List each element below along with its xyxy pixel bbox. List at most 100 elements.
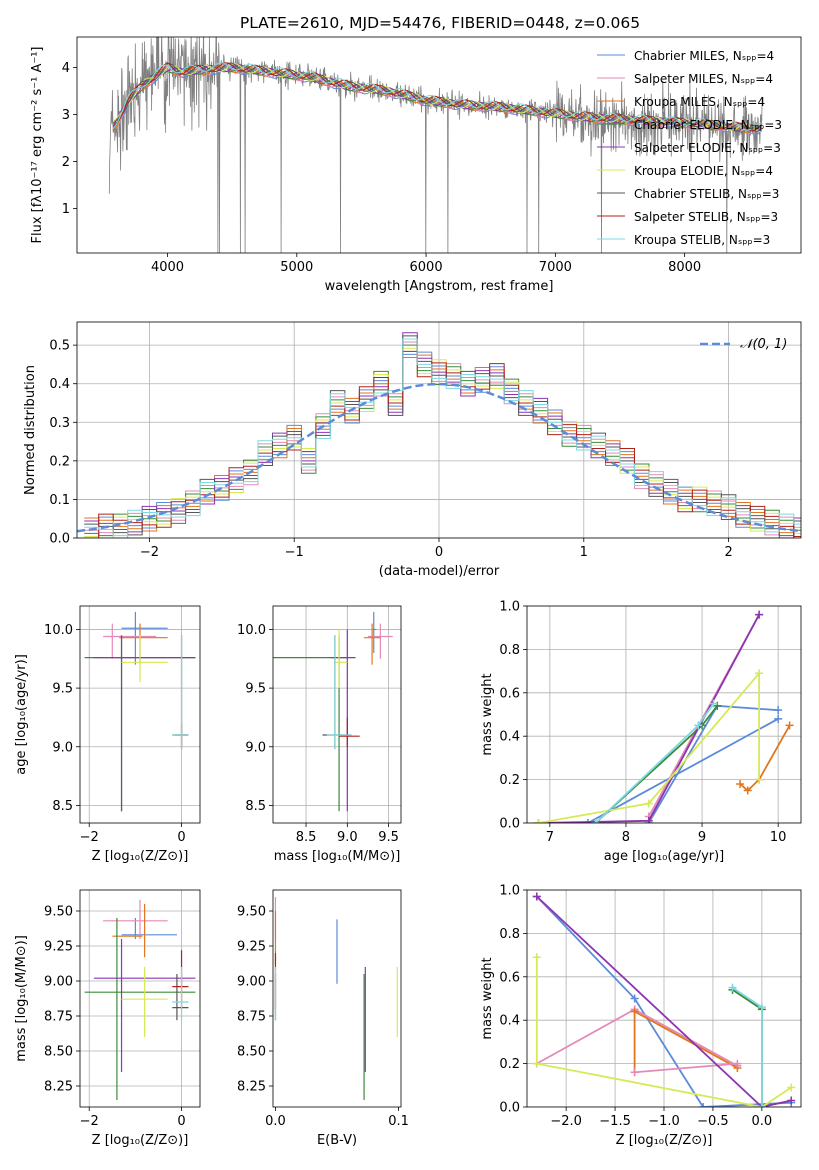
plot-area [80,606,200,823]
x-tick-label: 0.0 [752,1114,773,1129]
weight-marker-chabrier_miles [583,819,592,823]
x-tick-label: −2.0 [550,1114,582,1129]
x-axis-label: Z [log₁₀(Z/Z⊙)] [616,1133,713,1148]
model-spectrum-salpeter_stelib [112,62,762,132]
model-spectrum-kroupa_stelib [112,62,762,131]
legend-label: 𝒩(0, 1) [740,337,787,352]
y-tick-label: 9.25 [44,940,73,955]
weight-marker-salpeter_elodie [755,610,764,619]
y-tick-label: 8.25 [44,1080,73,1095]
y-tick-label: 8.75 [237,1010,266,1025]
x-axis-label: wavelength [Angstrom, rest frame] [325,279,554,294]
y-tick-label: 0.3 [49,416,70,431]
weight-marker-salpeter_miles [733,1059,742,1068]
plot-area [80,890,200,1107]
axes-frame [79,889,201,1108]
x-tick-label: 4000 [151,260,184,275]
legend-label: Salpeter MILES, Nₛₚₚ=4 [634,72,773,86]
y-axis-label: mass weight [480,957,495,1039]
chart-weight_vs_Z: −2.0 −1.5 −1.0 −0.5 0.0 0.0 0.2 0.4 0.6 0.8 1.0 Z [… [480,884,802,1148]
weight-marker-chabrier_miles [699,1103,708,1107]
x-tick-label: 2 [724,545,732,560]
y-tick-label: 0.1 [49,493,70,508]
axes-frame [76,321,802,539]
legend-label: Chabrier ELODIE, Nₛₚₚ=3 [634,118,782,132]
y-tick-label: 9.25 [237,940,266,955]
y-tick-label: 0.2 [499,1057,520,1072]
axes-frame [272,889,402,1108]
weight-marker-kroupa_elodie [755,775,764,784]
weight-line-kroupa_elodie [535,957,792,1107]
legend-label: Chabrier STELIB, Nₛₚₚ=3 [634,187,779,201]
weight-marker-kroupa_stelib [709,699,718,708]
weight-line-kroupa_miles [739,724,791,792]
x-tick-label: 5000 [280,260,313,275]
x-axis-label: Z [log₁₀(Z/Z⊙)] [92,849,189,864]
x-tick-label: 7000 [539,260,572,275]
weight-marker-kroupa_elodie [755,669,764,678]
axes-frame [76,36,802,254]
x-tick-label: 9.0 [337,830,358,845]
y-tick-label: 4 [62,61,70,76]
weight-marker-kroupa_stelib [694,721,703,730]
chart-age_vs_Z: −2 0 8.5 9.0 9.5 10.0 Z [log₁₀(Z/Z⊙)] age [log₁… [14,605,201,864]
weight-marker-kroupa_elodie [532,1059,541,1068]
x-axis-label: E(B-V) [317,1133,357,1148]
y-tick-label: 0.6 [499,686,520,701]
weight-marker-kroupa_miles [743,786,752,795]
x-tick-label: −1 [285,545,304,560]
weight-marker-chabrier_miles [774,706,783,715]
plot-area [108,37,763,253]
figure-title: PLATE=2610, MJD=54476, FIBERID=0448, z=0… [240,14,640,32]
y-tick-label: 9.00 [44,975,73,990]
plot-area [274,897,398,1100]
y-tick-label: 0.0 [499,1101,520,1116]
chart-residuals: −2 −1 0 1 2 0.0 0.1 0.2 0.3 0.4 0.5 (data-model)/er… [23,321,802,579]
y-tick-label: 3 [62,108,70,123]
chart-spectrum: 4000 5000 6000 7000 8000 1 2 3 4 wavelength [Angs… [30,36,802,294]
weight-line-salpeter_miles [536,1008,738,1067]
legend-label: Chabrier MILES, Nₛₚₚ=4 [634,49,774,63]
weight-marker-kroupa_stelib [728,983,737,992]
plot-area [527,890,801,1107]
weight-line-salpeter_elodie [536,895,792,1107]
x-tick-label: 0 [177,830,185,845]
weight-line-chabrier_elodie [732,989,763,1107]
weight-marker-kroupa_elodie [644,799,653,808]
x-tick-label: −1.0 [648,1114,680,1129]
y-tick-label: 8.50 [44,1045,73,1060]
weight-line-chabrier_miles [587,718,779,823]
legend-label: Kroupa STELIB, Nₛₚₚ=3 [634,233,770,247]
x-tick-label: −1.5 [599,1114,631,1129]
plot-area [273,606,401,823]
y-tick-label: 0.6 [499,970,520,985]
weight-marker-kroupa_miles [736,779,745,788]
x-axis-label: Z [log₁₀(Z/Z⊙)] [92,1133,189,1148]
y-tick-label: 1.0 [499,600,520,615]
x-tick-label: −0.5 [697,1114,729,1129]
y-tick-label: 0.2 [49,454,70,469]
x-tick-label: 10 [770,830,787,845]
weight-marker-kroupa_elodie [534,819,543,823]
y-tick-label: 9.50 [237,905,266,920]
model-spectrum-chabrier_stelib [112,62,762,132]
weight-marker-kroupa_stelib [591,819,600,823]
y-tick-label: 8.5 [52,799,73,814]
x-tick-label: 6000 [410,260,443,275]
weight-marker-kroupa_elodie [787,1083,796,1092]
x-tick-label: 8.5 [296,830,317,845]
y-tick-label: 8.5 [245,799,266,814]
weight-marker-chabrier_miles [630,994,639,1003]
weight-marker-salpeter_miles [630,1068,639,1077]
legend-label: Salpeter STELIB, Nₛₚₚ=3 [634,210,778,224]
y-axis-label: mass weight [480,673,495,755]
chart-weight_vs_age: 7 8 9 10 0.0 0.2 0.4 0.6 0.8 1.0 age [log₁₀(age/yr… [480,600,802,864]
y-tick-label: 9.5 [245,682,266,697]
y-tick-label: 0.2 [499,773,520,788]
weight-line-salpeter_miles [634,1062,738,1074]
y-tick-label: 8.75 [44,1010,73,1025]
y-axis-label: age [log₁₀(age/yr)] [14,654,29,775]
y-tick-label: 0.0 [49,532,70,547]
weight-marker-salpeter_elodie [532,892,541,901]
x-tick-label: −2 [80,830,99,845]
